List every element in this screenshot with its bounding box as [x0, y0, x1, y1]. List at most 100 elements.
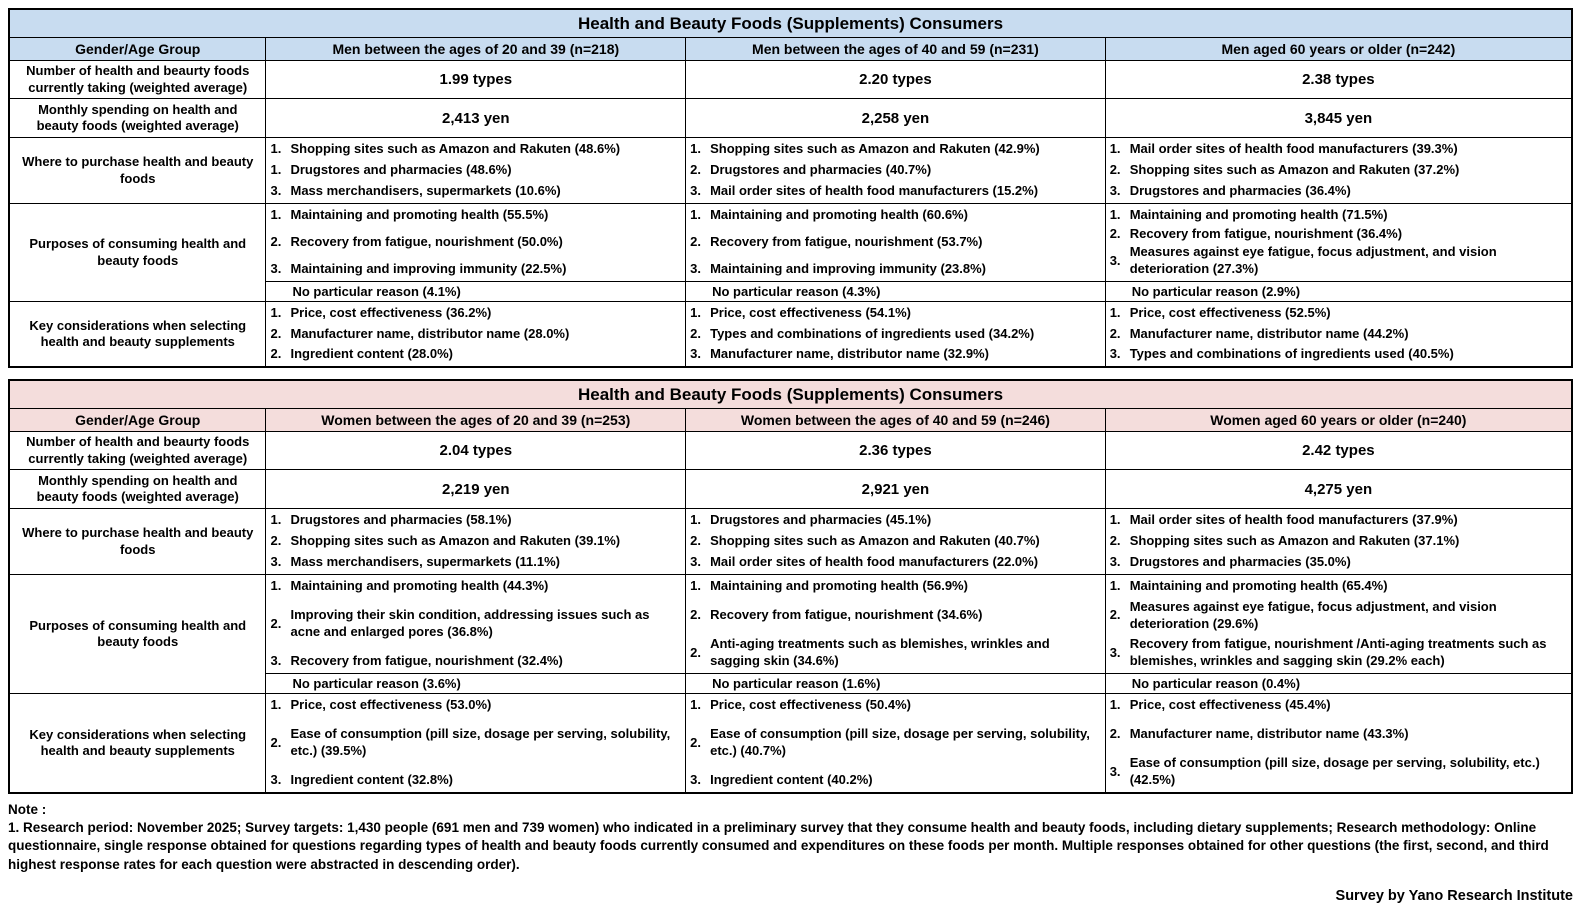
considerations-cell: 1. Price, cost effectiveness (52.5%) 2. Ma…	[1104, 301, 1573, 368]
item-text: Maintaining and promoting health (44.3%)	[290, 578, 549, 593]
item-rank: 3.	[1109, 252, 1121, 268]
list-item: 3. Measures against eye fatigue, focus ad…	[1110, 244, 1566, 278]
row-label-purposes: Purposes of consuming health and beauty …	[8, 574, 267, 694]
list-item: 3. Ingredient content (32.8%)	[270, 772, 680, 789]
no-reason-value: No particular reason (3.6%)	[265, 673, 687, 694]
item-text: Measures against eye fatigue, focus adju…	[1129, 598, 1497, 631]
item-text: Price, cost effectiveness (36.2%)	[290, 305, 492, 320]
item-text: Price, cost effectiveness (52.5%)	[1129, 305, 1331, 320]
item-rank: 1.	[1109, 207, 1121, 222]
item-text: Maintaining and improving immunity (23.8…	[710, 261, 987, 277]
men-spending-row: Monthly spending on health and beauty fo…	[8, 98, 1573, 138]
item-rank: 1.	[270, 162, 282, 178]
no-reason-value: No particular reason (4.1%)	[265, 281, 687, 302]
row-label-count: Number of health and beaurty foods curre…	[8, 60, 267, 99]
item-text: Price, cost effectiveness (45.4%)	[1129, 697, 1331, 712]
where-cell: 1. Drugstores and pharmacies (45.1%) 2. Sh…	[685, 508, 1106, 575]
where-cell: 1. Shopping sites such as Amazon and Raku…	[265, 137, 687, 204]
item-rank: 3.	[270, 772, 282, 788]
item-text: Manufacturer name, distributor name (28.…	[290, 325, 570, 341]
purposes-cell: 1. Maintaining and promoting health (56.9…	[685, 574, 1106, 674]
list-item: 2. Measures against eye fatigue, focus ad…	[1110, 599, 1566, 633]
item-text: Types and combinations of ingredients us…	[1129, 346, 1454, 362]
spending-value: 4,275 yen	[1104, 469, 1573, 509]
item-rank: 2.	[690, 607, 701, 623]
purposes-cell: 1. Maintaining and promoting health (55.5…	[265, 203, 687, 282]
item-rank: 1.	[690, 207, 701, 222]
item-text: Maintaining and promoting health (55.5%)	[290, 207, 549, 222]
women-table-title: Health and Beauty Foods (Supplements) Co…	[8, 379, 1573, 409]
list-item: 2. Shopping sites such as Amazon and Raku…	[270, 533, 680, 550]
no-reason-value: No particular reason (4.3%)	[685, 281, 1106, 302]
item-text: Maintaining and promoting health (65.4%)	[1129, 578, 1388, 593]
column-header-women-60plus: Women aged 60 years or older (n=240)	[1104, 408, 1573, 432]
men-noreason-row: No particular reason (4.1%) No particula…	[9, 281, 1573, 302]
list-item: 3. Mail order sites of health food manufa…	[690, 183, 1100, 200]
item-rank: 3.	[690, 554, 701, 570]
item-rank: 1.	[1109, 697, 1121, 712]
row-label-where: Where to purchase health and beauty food…	[8, 508, 267, 575]
item-rank: 1.	[690, 578, 701, 593]
item-text: Mail order sites of health food manufact…	[710, 183, 1039, 199]
list-item: 3. Mass merchandisers, supermarkets (10.6…	[270, 183, 680, 200]
item-text: Drugstores and pharmacies (36.4%)	[1129, 183, 1351, 199]
list-item: 3. Ease of consumption (pill size, dosage…	[1110, 755, 1566, 789]
list-item: 2. Drugstores and pharmacies (40.7%)	[690, 162, 1100, 179]
men-table-title-row: Health and Beauty Foods (Supplements) Co…	[8, 8, 1573, 38]
list-item: 1. Drugstores and pharmacies (58.1%)	[270, 512, 680, 529]
item-text: Maintaining and promoting health (56.9%)	[710, 578, 968, 593]
row-label-count: Number of health and beaurty foods curre…	[8, 431, 267, 470]
item-text: Recovery from fatigue, nourishment /Anti…	[1129, 636, 1547, 669]
item-text: Drugstores and pharmacies (40.7%)	[710, 162, 932, 178]
row-label-spending: Monthly spending on health and beauty fo…	[8, 469, 267, 509]
item-text: Types and combinations of ingredients us…	[710, 325, 1035, 341]
item-text: Price, cost effectiveness (54.1%)	[710, 305, 911, 320]
note-text: 1. Research period: November 2025; Surve…	[8, 820, 1549, 872]
item-text: Ingredient content (32.8%)	[290, 772, 454, 788]
row-label-considerations: Key considerations when selecting health…	[8, 301, 267, 368]
item-text: Anti-aging treatments such as blemishes,…	[710, 636, 1050, 669]
list-item: 3. Recovery from fatigue, nourishment /An…	[1110, 636, 1566, 670]
item-rank: 1.	[270, 578, 282, 593]
column-header-women-40-59: Women between the ages of 40 and 59 (n=2…	[685, 408, 1106, 432]
spending-value: 3,845 yen	[1104, 98, 1573, 138]
item-rank: 2.	[690, 533, 701, 549]
women-noreason-row: No particular reason (3.6%) No particula…	[9, 673, 1573, 694]
item-rank: 3.	[270, 554, 282, 570]
list-item: 2. Manufacturer name, distributor name (2…	[270, 326, 680, 343]
item-rank: 2.	[270, 325, 282, 341]
considerations-cell: 1. Price, cost effectiveness (54.1%) 2. Ty…	[685, 301, 1106, 368]
men-table-title: Health and Beauty Foods (Supplements) Co…	[8, 8, 1573, 38]
corner-header: Gender/Age Group	[8, 37, 267, 61]
item-text: Ease of consumption (pill size, dosage p…	[290, 726, 671, 758]
list-item: 3. Mass merchandisers, supermarkets (11.1…	[270, 554, 680, 571]
item-text: Mass merchandisers, supermarkets (10.6%)	[290, 183, 561, 199]
item-rank: 1.	[1109, 141, 1121, 156]
survey-credit: Survey by Yano Research Institute	[1335, 887, 1573, 904]
item-rank: 3.	[690, 772, 701, 788]
women-consumers-table: Health and Beauty Foods (Supplements) Co…	[8, 379, 1573, 794]
list-item: 3. Mail order sites of health food manufa…	[690, 554, 1100, 571]
types-value: 1.99 types	[265, 60, 687, 99]
item-text: Ease of consumption (pill size, dosage p…	[710, 726, 1090, 758]
list-item: 2. Shopping sites such as Amazon and Raku…	[690, 533, 1100, 550]
list-item: 2. Recovery from fatigue, nourishment (36…	[1110, 226, 1566, 243]
types-value: 2.38 types	[1104, 60, 1573, 99]
item-text: Recovery from fatigue, nourishment (53.7…	[710, 234, 983, 250]
list-item: 2. Improving their skin condition, addres…	[270, 607, 680, 641]
list-item: 2. Shopping sites such as Amazon and Raku…	[1110, 162, 1566, 179]
item-rank: 2.	[1109, 533, 1121, 549]
purposes-cell: 1. Maintaining and promoting health (65.4…	[1104, 574, 1573, 674]
list-item: 3. Maintaining and improving immunity (23…	[690, 261, 1100, 278]
item-text: Shopping sites such as Amazon and Rakute…	[290, 533, 621, 549]
item-text: Recovery from fatigue, nourishment (34.6…	[710, 607, 983, 623]
list-item: 1. Maintaining and promoting health (44.3…	[270, 578, 680, 595]
considerations-cell: 1. Price, cost effectiveness (53.0%) 2. Ea…	[265, 693, 687, 794]
item-text: Maintaining and promoting health (60.6%)	[710, 207, 968, 222]
item-text: Recovery from fatigue, nourishment (32.4…	[290, 653, 563, 669]
item-text: Improving their skin condition, addressi…	[290, 607, 650, 639]
women-considerations-row: Key considerations when selecting health…	[8, 693, 1573, 794]
list-item: 1. Drugstores and pharmacies (45.1%)	[690, 512, 1100, 529]
purposes-cell: 1. Maintaining and promoting health (71.5…	[1104, 203, 1573, 282]
